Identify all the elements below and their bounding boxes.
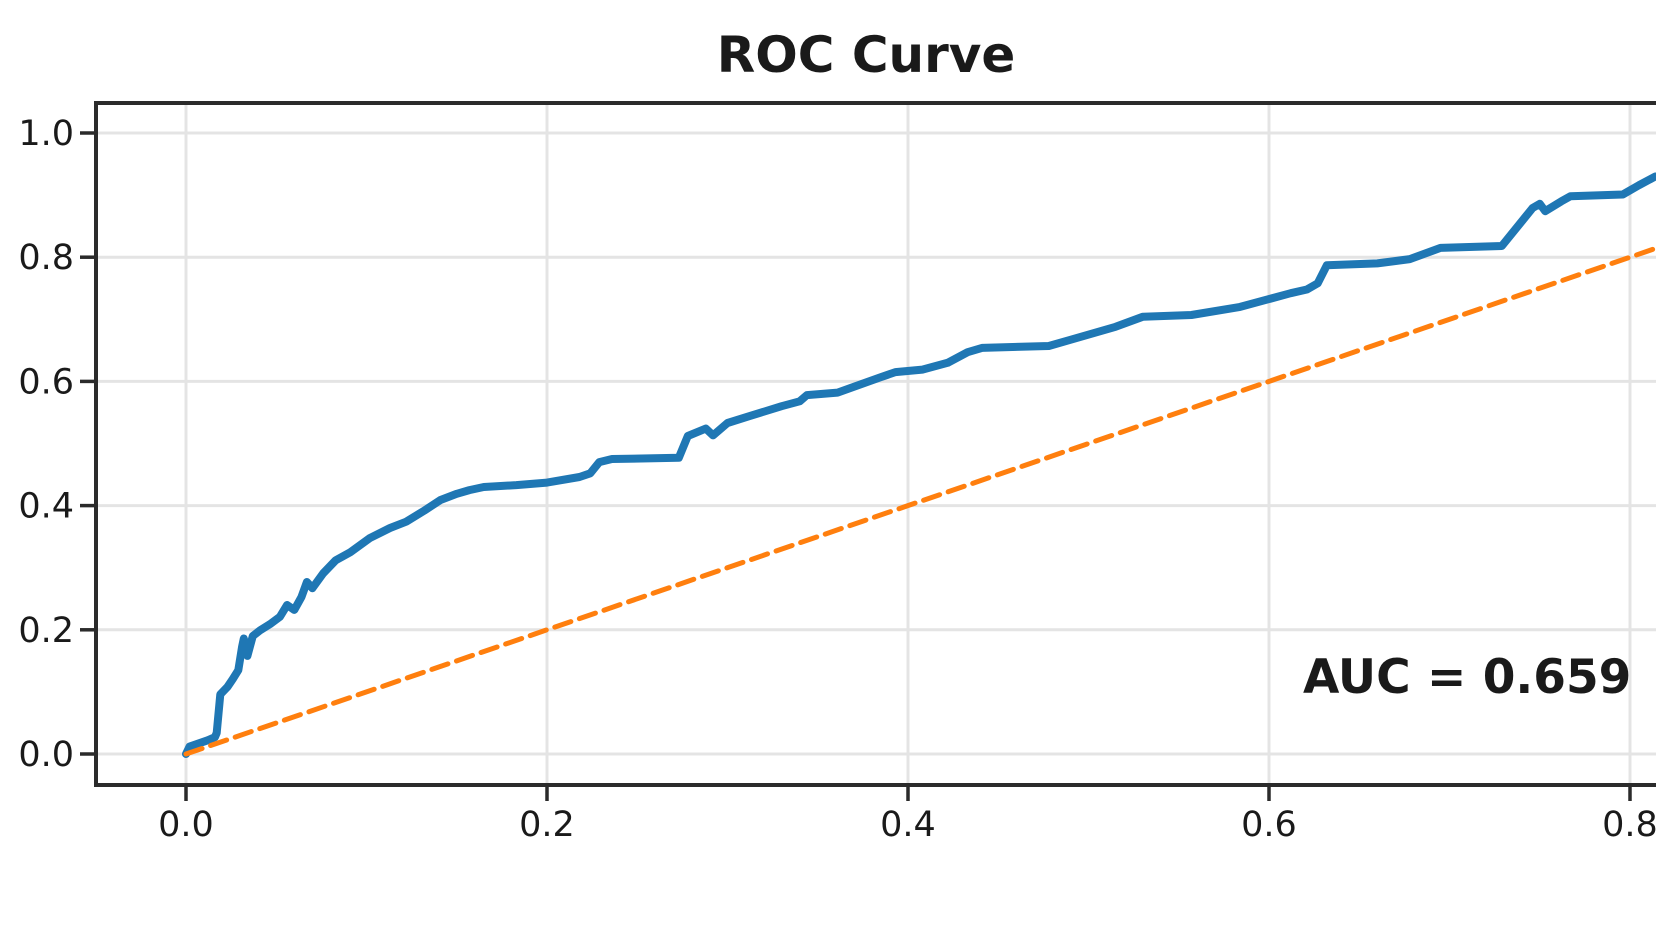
y-tick-label: 0.4 xyxy=(18,487,74,527)
x-tick-label: 0.2 xyxy=(519,805,575,845)
x-tick-label: 0.8 xyxy=(1602,805,1656,845)
x-tick-label: 0.0 xyxy=(158,805,214,845)
axes-spines xyxy=(94,101,1656,787)
axis-ticks: 0.0 0.2 0.4 0.6 0.8 0.0 0.2 0.4 0.6 0.8 1.0 xyxy=(18,114,1656,845)
y-tick-label: 0.8 xyxy=(18,238,74,278)
y-tick-label: 0.2 xyxy=(18,611,74,651)
roc-curve-line xyxy=(182,172,1656,758)
chance-diagonal-line xyxy=(183,245,1656,757)
plot-series xyxy=(182,172,1656,758)
y-tick-label: 1.0 xyxy=(18,114,74,154)
chart-title: ROC Curve xyxy=(717,26,1016,84)
y-tick-label: 0.6 xyxy=(18,362,74,402)
x-tick-label: 0.6 xyxy=(1241,805,1297,845)
auc-annotation: AUC = 0.659 xyxy=(1303,650,1631,705)
x-tick-label: 0.4 xyxy=(880,805,936,845)
y-tick-label: 0.0 xyxy=(18,735,74,775)
